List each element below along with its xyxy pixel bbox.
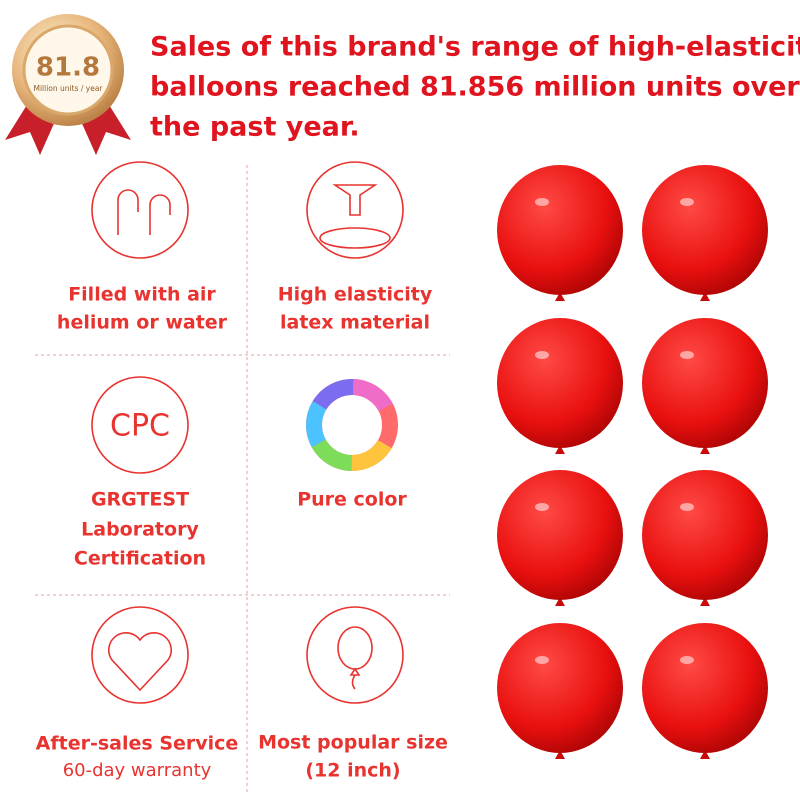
icon-service: [91, 606, 189, 704]
balloon: [497, 165, 623, 295]
balloon: [642, 623, 768, 753]
balloon: [680, 351, 694, 359]
balloon: [680, 198, 694, 206]
feature-text: Laboratory: [81, 519, 199, 541]
feature-text: Most popular size: [258, 732, 448, 754]
balloons: [497, 165, 768, 759]
badge-caption: Million units / year: [34, 84, 104, 93]
badge-value: 81.8: [36, 53, 100, 83]
balloon: [555, 445, 565, 454]
balloon: [700, 292, 710, 301]
badge: 81.8 Million units / year: [5, 14, 131, 155]
balloon: [535, 503, 549, 511]
balloon: [497, 623, 623, 753]
feature-text: GRGTEST: [91, 489, 189, 511]
feature-text: Certification: [74, 548, 206, 570]
balloon: [642, 318, 768, 448]
balloon: [700, 597, 710, 606]
feature-text: helium or water: [57, 312, 228, 334]
feature-subtitle: 60-day warranty: [63, 760, 212, 781]
balloon: [535, 351, 549, 359]
balloon: [535, 198, 549, 206]
feature-text: Filled with air: [68, 284, 216, 306]
icon-cpc: CPC: [91, 376, 189, 474]
balloon: [555, 597, 565, 606]
feature-text: After-sales Service: [36, 733, 239, 755]
balloon: [700, 445, 710, 454]
balloon: [680, 656, 694, 664]
balloon: [700, 750, 710, 759]
headline: balloons reached 81.856 million units ov…: [150, 72, 800, 103]
icon-size: [306, 606, 404, 704]
balloon: [497, 470, 623, 600]
feature-text: latex material: [280, 312, 430, 334]
headline: the past year.: [150, 112, 360, 143]
feature-text: Pure color: [297, 489, 407, 511]
balloon: [680, 503, 694, 511]
icon-color: [306, 379, 398, 471]
balloon: [642, 165, 768, 295]
balloon: [555, 292, 565, 301]
balloon: [642, 470, 768, 600]
feature-text: High elasticity: [278, 284, 433, 306]
headline: Sales of this brand's range of high-elas…: [150, 32, 800, 63]
balloon: [497, 318, 623, 448]
feature-text: (12 inch): [305, 760, 400, 782]
balloon: [555, 750, 565, 759]
icon-air: [91, 161, 189, 259]
icon-text: CPC: [110, 409, 170, 444]
icon-elasticity: [306, 161, 404, 259]
balloon: [535, 656, 549, 664]
